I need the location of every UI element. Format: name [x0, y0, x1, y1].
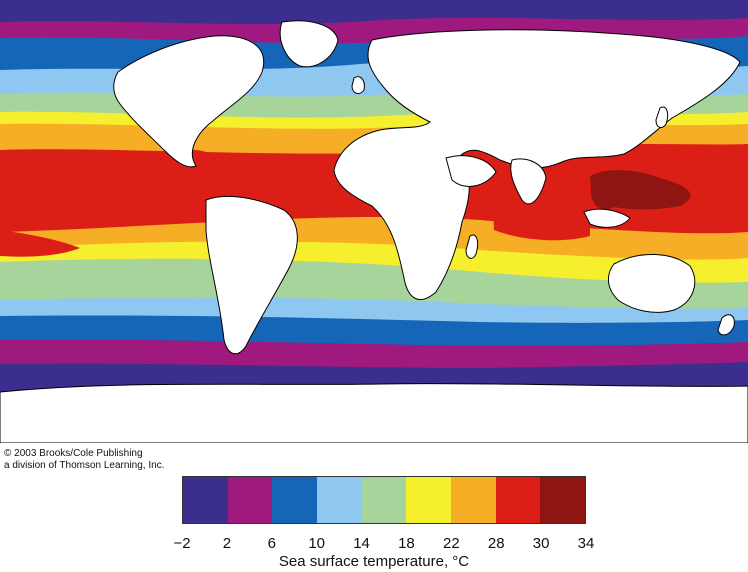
color-legend [182, 476, 586, 524]
legend-tick-label: 14 [353, 535, 370, 552]
legend-swatch [540, 477, 586, 523]
warm-pools [0, 149, 691, 257]
legend-swatch [406, 477, 452, 523]
india [510, 158, 547, 205]
legend-tick-label: 34 [577, 535, 595, 552]
legend-title: Sea surface temperature, °C [278, 553, 470, 570]
madagascar [465, 234, 479, 259]
south-america [205, 195, 298, 355]
new-zealand [717, 314, 735, 336]
legend-swatch [272, 477, 318, 523]
legend-tick-label: 6 [267, 535, 276, 552]
legend-tick-label: −2 [173, 535, 191, 552]
north-america [113, 35, 265, 168]
legend-swatch [495, 477, 541, 523]
sea-surface-temperature-map [0, 0, 748, 443]
legend-tick-label: 22 [442, 535, 460, 552]
legend-tick-label: 28 [487, 535, 505, 552]
legend-swatch [227, 477, 273, 523]
west-pacific-hot [591, 170, 629, 210]
japan [655, 106, 669, 128]
indonesia [583, 208, 631, 228]
greenland [279, 20, 339, 68]
legend-swatch [361, 477, 407, 523]
legend-tick-label: 18 [398, 535, 415, 552]
legend-swatch [451, 477, 496, 523]
east-pacific-red [0, 230, 80, 257]
legend-tick-label: 10 [308, 535, 325, 552]
antarctica [0, 383, 748, 443]
indian-ocean-warm [492, 174, 590, 241]
copyright-line: © 2003 Brooks/Cole Publishing [4, 448, 143, 459]
legend-tick-label: 2 [222, 535, 232, 552]
arabia [445, 155, 497, 187]
continents [0, 20, 748, 443]
australia [608, 254, 696, 313]
british-isles [351, 76, 365, 94]
publisher-line: a division of Thomson Learning, Inc. [4, 460, 165, 471]
legend-swatch [317, 477, 362, 523]
legend-swatch [183, 477, 228, 523]
legend-tick-label: 30 [532, 535, 550, 552]
